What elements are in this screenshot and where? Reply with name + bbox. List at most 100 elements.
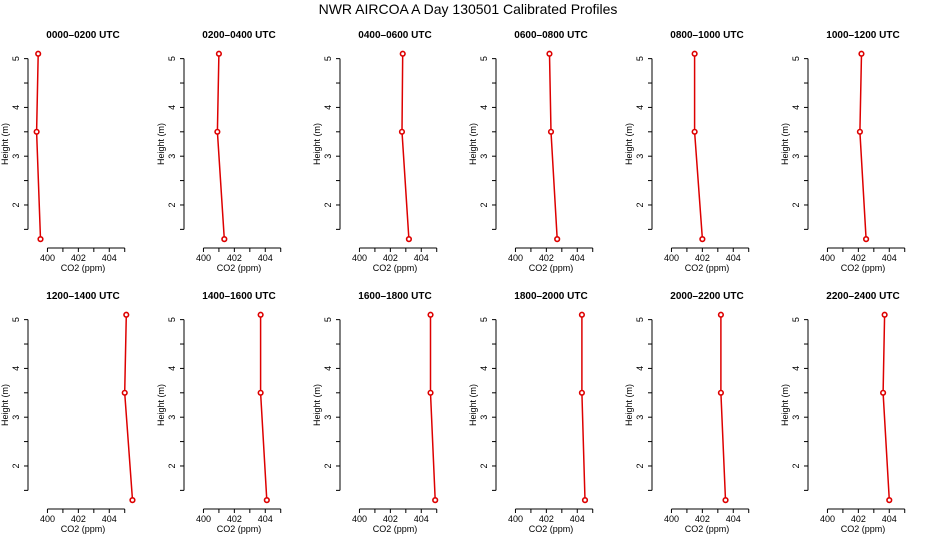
panel-title: 0000–0200 UTC xyxy=(46,30,119,41)
data-point xyxy=(257,311,264,318)
data-point xyxy=(35,50,42,57)
x-axis-label: CO2 (ppm) xyxy=(217,263,262,273)
x-tick-label: 404 xyxy=(882,514,897,524)
y-axis: 2 3 4 5 Height (m) xyxy=(468,56,497,230)
series-line xyxy=(693,53,704,240)
y-tick-label: 5 xyxy=(167,317,177,322)
data-point xyxy=(221,236,228,243)
data-point xyxy=(858,50,865,57)
y-tick-label: 3 xyxy=(479,154,489,159)
data-point xyxy=(717,389,725,396)
y-tick-label: 2 xyxy=(167,202,177,207)
series-line xyxy=(123,314,134,501)
y-tick-label: 5 xyxy=(791,56,801,61)
x-tick-label: 402 xyxy=(695,514,710,524)
y-tick-label: 3 xyxy=(635,154,645,159)
y-tick-label: 2 xyxy=(323,463,333,468)
y-axis-label: Height (m) xyxy=(312,384,322,426)
y-tick-label: 3 xyxy=(323,415,333,420)
y-tick-label: 3 xyxy=(11,415,21,420)
panel-title: 1000–1200 UTC xyxy=(826,30,899,41)
data-point xyxy=(578,389,586,396)
x-tick-label: 402 xyxy=(383,514,398,524)
data-point xyxy=(427,389,434,396)
x-tick-label: 400 xyxy=(508,253,523,263)
series-line xyxy=(259,314,268,501)
x-tick-label: 402 xyxy=(383,253,398,263)
x-tick-label: 404 xyxy=(414,514,429,524)
x-tick-label: 404 xyxy=(570,514,585,524)
y-tick-label: 2 xyxy=(479,202,489,207)
x-tick-label: 402 xyxy=(539,253,554,263)
y-tick-label: 4 xyxy=(479,366,489,371)
y-axis: 2 3 4 5 Height (m) xyxy=(468,317,497,491)
panel-title: 2200–2400 UTC xyxy=(826,291,899,302)
data-point xyxy=(554,236,561,243)
data-point xyxy=(215,50,223,57)
series-line xyxy=(720,314,727,501)
x-tick-label: 402 xyxy=(851,253,866,263)
series-line xyxy=(581,314,586,501)
x-axis-label: CO2 (ppm) xyxy=(685,263,730,273)
y-tick-label: 5 xyxy=(167,56,177,61)
data-point xyxy=(691,128,698,135)
y-tick-label: 4 xyxy=(635,366,645,371)
y-axis-label: Height (m) xyxy=(0,123,10,165)
x-tick-label: 400 xyxy=(352,514,367,524)
y-tick-label: 4 xyxy=(479,105,489,110)
y-tick-label: 4 xyxy=(791,366,801,371)
y-tick-label: 3 xyxy=(167,415,177,420)
y-axis-label: Height (m) xyxy=(624,384,634,426)
y-axis: 2 3 4 5 Height (m) xyxy=(156,56,185,230)
x-tick-label: 402 xyxy=(695,253,710,263)
series-line xyxy=(216,53,226,240)
panel-title: 2000–2200 UTC xyxy=(670,291,743,302)
data-point xyxy=(263,497,270,504)
series-line xyxy=(429,314,436,501)
panel-title: 1200–1400 UTC xyxy=(46,291,119,302)
y-tick-label: 3 xyxy=(635,415,645,420)
y-axis-label: Height (m) xyxy=(0,384,10,426)
series-line xyxy=(35,53,42,240)
x-tick-label: 404 xyxy=(882,253,897,263)
y-tick-label: 2 xyxy=(479,463,489,468)
data-point xyxy=(547,128,555,135)
data-point xyxy=(862,236,870,243)
y-axis: 2 3 4 5 Height (m) xyxy=(624,317,653,491)
y-tick-label: 3 xyxy=(11,154,21,159)
panel-title: 0800–1000 UTC xyxy=(670,30,743,41)
series-line xyxy=(859,53,867,240)
x-tick-label: 404 xyxy=(258,253,273,263)
x-tick-label: 402 xyxy=(227,514,242,524)
x-axis-label: CO2 (ppm) xyxy=(217,524,262,534)
x-axis-label: CO2 (ppm) xyxy=(529,524,574,534)
y-axis-label: Height (m) xyxy=(624,123,634,165)
data-point xyxy=(856,128,864,135)
y-tick-label: 2 xyxy=(635,202,645,207)
y-tick-label: 5 xyxy=(11,317,21,322)
y-tick-label: 5 xyxy=(323,56,333,61)
y-tick-label: 4 xyxy=(323,366,333,371)
x-tick-label: 404 xyxy=(570,253,585,263)
data-point xyxy=(405,236,413,243)
y-tick-label: 5 xyxy=(11,56,21,61)
x-tick-label: 402 xyxy=(71,514,86,524)
data-point xyxy=(578,311,586,318)
x-tick-label: 400 xyxy=(40,514,55,524)
data-point xyxy=(546,50,553,57)
data-point xyxy=(398,128,406,135)
panel-title: 0600–0800 UTC xyxy=(514,30,587,41)
y-axis: 2 3 4 5 Height (m) xyxy=(312,56,341,230)
y-tick-label: 2 xyxy=(11,202,21,207)
y-tick-label: 3 xyxy=(323,154,333,159)
